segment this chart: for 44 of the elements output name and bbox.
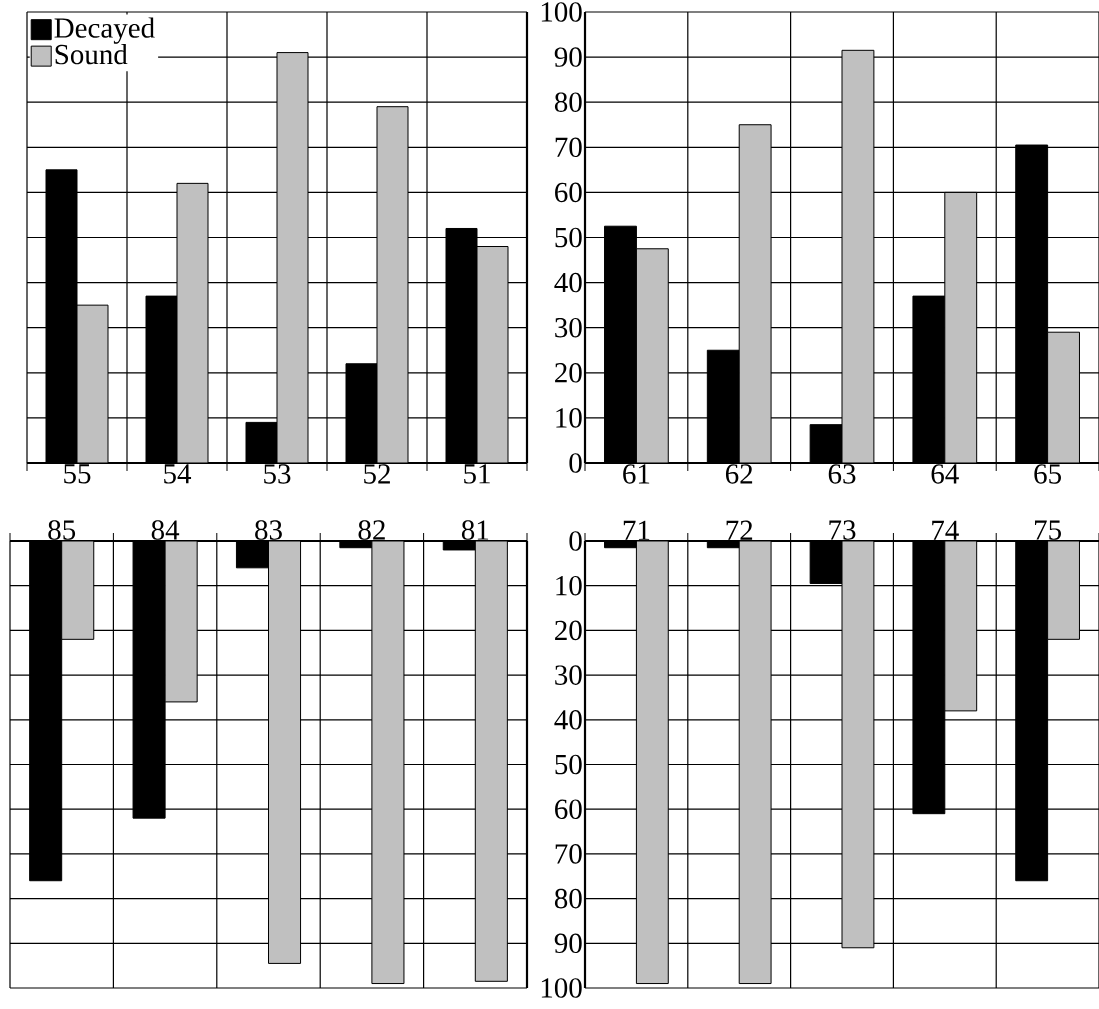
x-tick-label: 81 [461, 520, 489, 540]
y-tick-label: 10 [556, 575, 582, 596]
y-tick-label: 0 [569, 453, 582, 473]
x-tick-label: 73 [829, 520, 856, 540]
y-tick-label: 50 [555, 227, 582, 248]
y-tick-label: 70 [555, 137, 582, 158]
y-tick-label: 80 [554, 92, 582, 112]
x-tick-label: 53 [264, 464, 291, 484]
y-tick-label: 80 [554, 888, 582, 909]
x-tick-label: 85 [48, 520, 76, 540]
x-tick-label: 64 [931, 464, 959, 484]
x-tick-label: 54 [164, 464, 192, 484]
y-tick-label: 60 [555, 799, 582, 819]
y-tick-label: 90 [554, 933, 582, 954]
y-tick-label: 20 [555, 620, 582, 641]
x-tick-label: 71 [623, 520, 650, 540]
y-tick-label: 90 [554, 47, 582, 67]
y-tick-label: 100 [541, 2, 582, 22]
x-tick-label: 82 [358, 520, 385, 540]
x-tick-label: 75 [1035, 520, 1061, 540]
x-tick-label: 65 [1034, 464, 1061, 484]
x-tick-label: 52 [364, 464, 390, 484]
y-tick-label: 30 [555, 317, 582, 338]
y-tick-label: 40 [554, 710, 582, 730]
x-tick-label: 84 [151, 520, 180, 540]
x-tick-label: 74 [932, 520, 959, 540]
y-tick-label: 40 [554, 272, 582, 293]
y-tick-label: 10 [556, 408, 582, 428]
x-tick-label: 51 [464, 464, 490, 484]
y-tick-label: 0 [569, 531, 582, 551]
y-tick-label: 30 [555, 665, 582, 685]
x-tick-label: 61 [623, 464, 650, 484]
x-tick-label: 62 [725, 464, 753, 484]
x-tick-label: 72 [726, 520, 753, 540]
y-tick-label: 50 [555, 754, 582, 775]
y-tick-label: 20 [555, 363, 582, 383]
legend-label: Sound [55, 43, 128, 65]
y-tick-label: 60 [555, 182, 582, 203]
x-tick-label: 63 [828, 464, 856, 484]
x-tick-label: 55 [64, 464, 91, 484]
x-tick-label: 83 [255, 520, 282, 540]
y-tick-label: 100 [541, 978, 582, 998]
y-tick-label: 70 [555, 844, 582, 864]
legend-label: Decayed [54, 17, 155, 44]
